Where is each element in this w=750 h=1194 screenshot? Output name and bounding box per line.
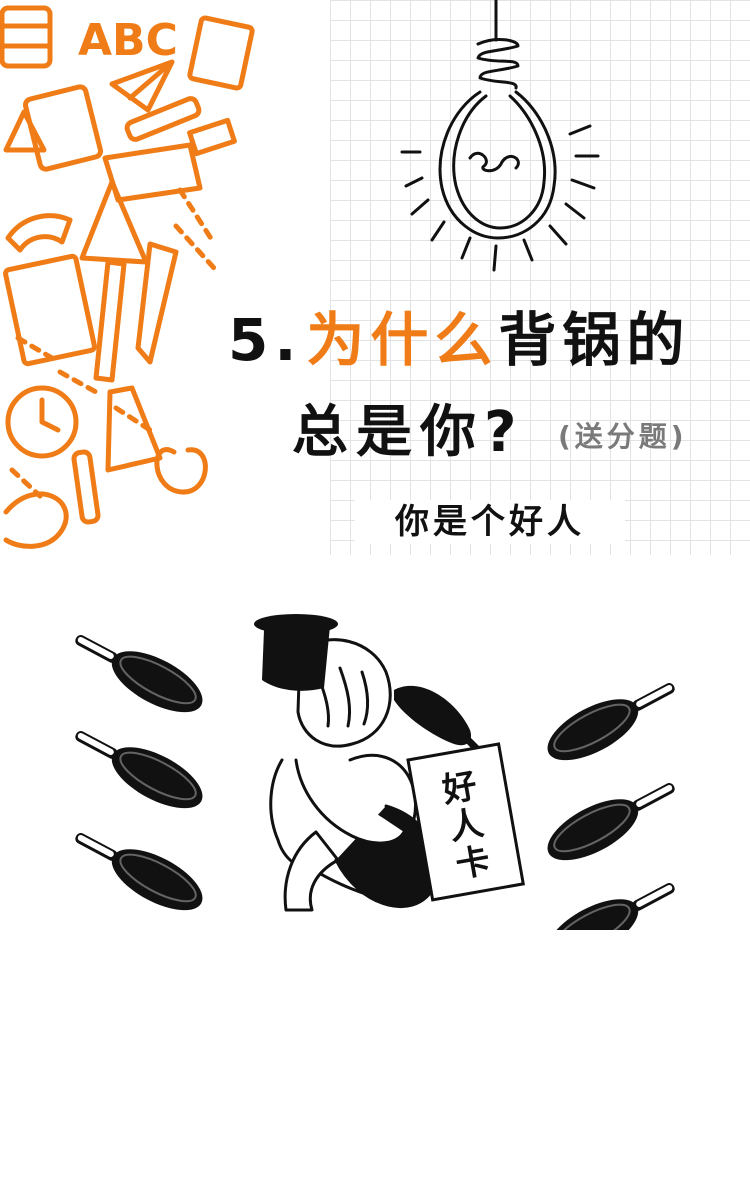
light-bulb-icon [400, 0, 600, 272]
answer-box: 你是个好人 [355, 500, 625, 544]
frying-pan-icon [537, 866, 686, 930]
apple-icon [154, 447, 208, 495]
title-line-1: 5.为什么背锅的 [228, 300, 690, 380]
grid-background [330, 0, 750, 555]
test-tube-icon [71, 449, 101, 525]
notepad-icon [3, 253, 97, 367]
alarm-clock-icon [5, 385, 79, 459]
question-number: 5. [228, 306, 303, 374]
frying-pan-icon [64, 816, 213, 924]
book-icon [102, 142, 203, 203]
answer-text: 你是个好人 [395, 502, 585, 542]
notebook-icon [187, 15, 255, 91]
card-char-2: 人 [446, 803, 486, 848]
protractor-icon [5, 213, 73, 253]
sad-person-illustration: 好 人 卡 [64, 614, 686, 930]
frying-pan-icon [537, 666, 686, 774]
flask-icon [105, 385, 163, 473]
title-highlight: 为什么 [306, 306, 499, 374]
title-rest: 背锅的 [498, 306, 691, 374]
abacus-icon [0, 5, 53, 69]
frying-pan-icon [64, 618, 213, 726]
frying-pan-icon [537, 766, 686, 874]
school-supplies-doodle-icons: ABC [0, 5, 255, 549]
card-char-1: 好 [439, 766, 480, 811]
triangle-icon [3, 109, 47, 153]
frying-pan-icon [64, 714, 213, 822]
paper-plane-icon [109, 59, 175, 113]
palette-icon [3, 491, 69, 549]
title-line-2: 总是你? [292, 400, 525, 465]
abc-doodle: ABC [78, 15, 178, 66]
card-char-3: 卡 [453, 841, 493, 886]
question-badge: (送分题) [558, 420, 688, 453]
calculator-icon [22, 84, 104, 172]
pan-on-back [394, 685, 472, 746]
pencil-icon [135, 241, 179, 365]
marker-icon [124, 96, 202, 142]
brush-icon [93, 259, 127, 383]
set-square-icon [79, 179, 149, 265]
eraser-icon [187, 117, 237, 157]
good-person-card: 好 人 卡 [406, 742, 525, 902]
pot-on-head [262, 616, 330, 691]
